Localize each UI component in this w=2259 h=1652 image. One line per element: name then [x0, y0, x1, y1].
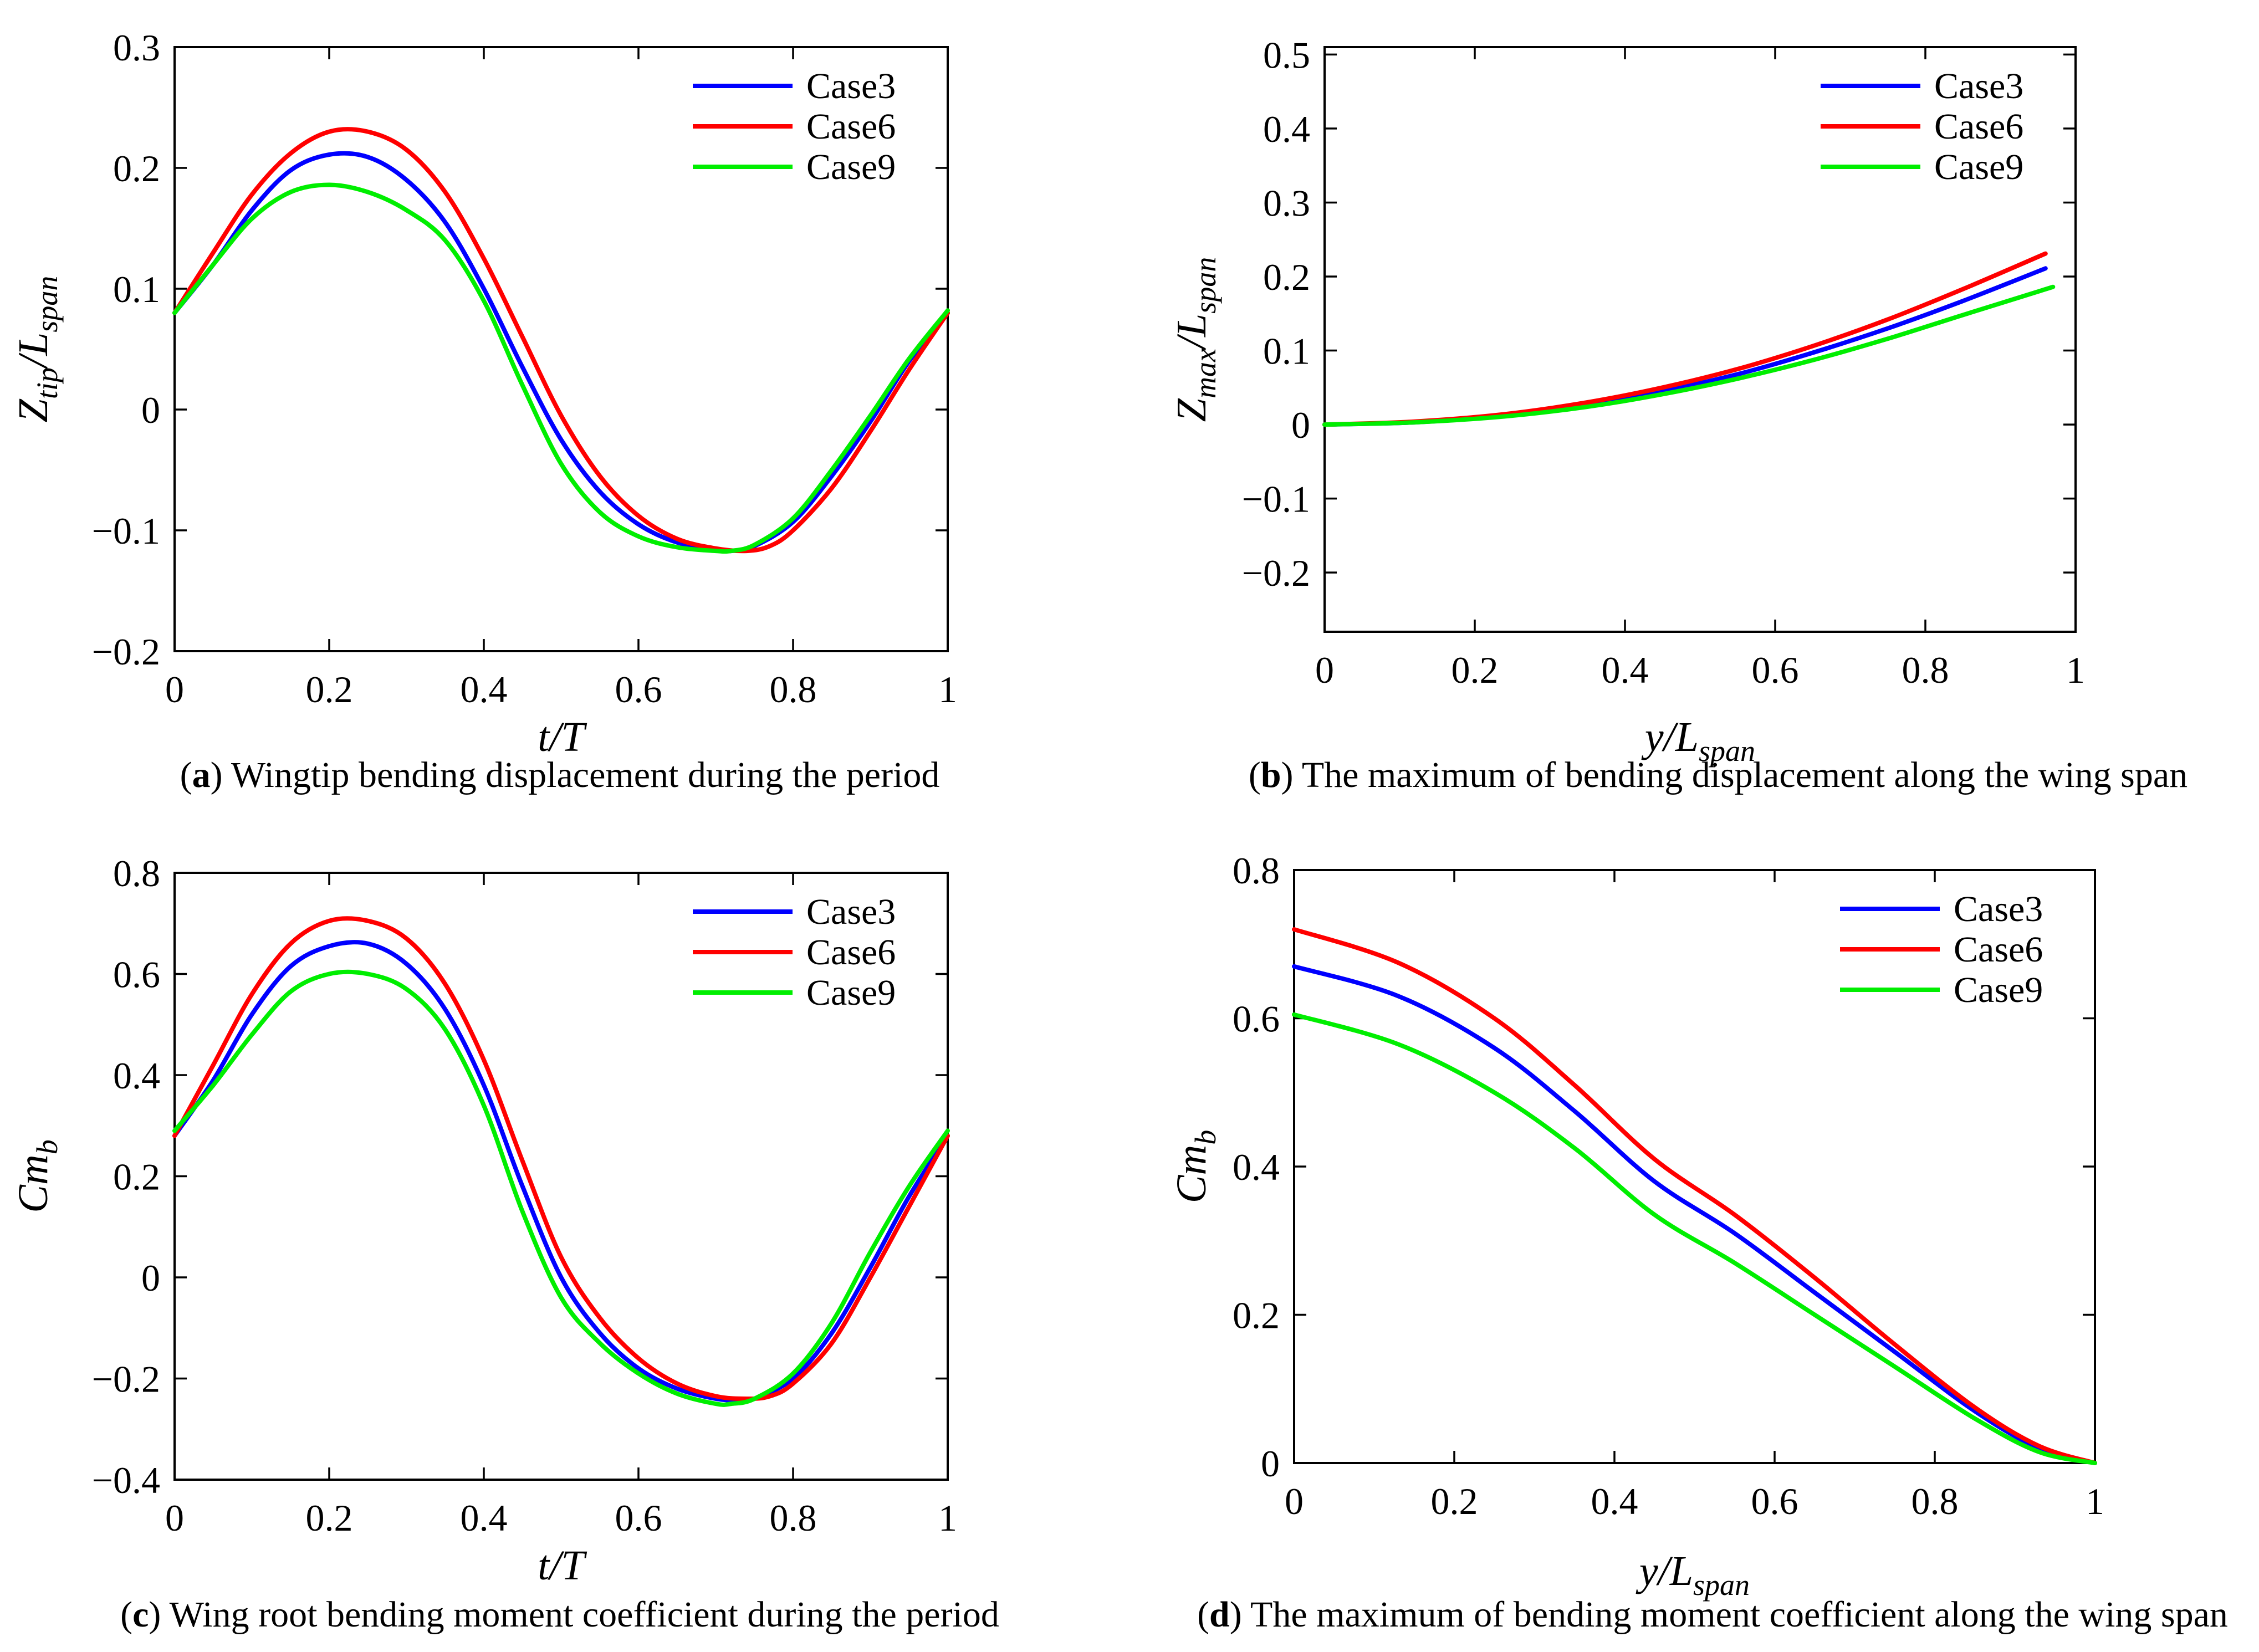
series-line-case6 — [172, 916, 950, 1401]
y-tick-label: −0.4 — [92, 1459, 160, 1501]
legend-label-case3: Case3 — [1934, 66, 2023, 106]
y-tick-label: 0.2 — [113, 1156, 160, 1198]
x-tick-label: 0.6 — [615, 1497, 662, 1539]
y-axis-label: Ztip/Lspan — [10, 276, 64, 423]
x-tick-label: 0.8 — [770, 668, 817, 710]
x-tick-label: 0.6 — [615, 668, 662, 710]
y-tick-label: −0.1 — [1242, 478, 1310, 520]
series-line-case3 — [172, 151, 950, 554]
y-tick-label: 0.2 — [1263, 256, 1310, 298]
figure-caption: (c) Wing root bending moment coefficient… — [120, 1594, 999, 1635]
series-line-case9 — [1322, 284, 2056, 427]
y-tick-label: 0.3 — [1263, 182, 1310, 224]
figure-caption: (d) The maximum of bending moment coeffi… — [1197, 1594, 2228, 1635]
x-tick-label: 1 — [2066, 649, 2085, 691]
x-tick-label: 1 — [2086, 1480, 2104, 1522]
legend-label-case9: Case9 — [1954, 970, 2043, 1010]
x-tick-label: 0.8 — [770, 1497, 817, 1539]
y-tick-label: −0.1 — [92, 510, 160, 552]
x-tick-label: 0.4 — [461, 1497, 508, 1539]
legend-label-case3: Case3 — [806, 66, 896, 106]
x-tick-label: 0.2 — [306, 1497, 353, 1539]
x-tick-label: 0.6 — [1751, 1480, 1798, 1522]
y-tick-label: 0.5 — [1263, 34, 1310, 76]
legend-label-case3: Case3 — [806, 892, 896, 932]
x-tick-label: 0 — [165, 668, 184, 710]
y-tick-label: 0 — [141, 389, 160, 431]
figure-caption: (a) Wingtip bending displacement during … — [180, 755, 940, 795]
x-axis-label: y/Lspan — [1636, 1548, 1750, 1602]
y-axis-label: Zmax/Lspan — [1168, 257, 1222, 422]
series-line-case9 — [172, 182, 950, 554]
y-tick-label: 0.8 — [113, 852, 160, 894]
y-tick-label: 0.4 — [113, 1055, 160, 1097]
x-tick-label: 0.2 — [1431, 1480, 1478, 1522]
x-tick-label: 0.8 — [1912, 1480, 1959, 1522]
series-line-case6 — [172, 127, 950, 554]
legend-label-case3: Case3 — [1954, 889, 2043, 929]
series-line-case3 — [172, 940, 950, 1403]
x-tick-label: 0 — [1285, 1480, 1304, 1522]
chart-panel-d: 0 0.2 0.4 0.6 0.8 1 0 0.2 0.4 0.6 0.8 y/Lspan Cmb Cas… — [1168, 850, 2228, 1635]
x-tick-label: 1 — [938, 668, 957, 710]
y-tick-label: 0.1 — [1263, 330, 1310, 372]
y-axis-label: Cmb — [10, 1139, 64, 1213]
x-axis-label: t/T — [538, 714, 587, 760]
legend-label-case6: Case6 — [1934, 106, 2023, 147]
series-line-case9 — [172, 969, 950, 1407]
chart-panel-a: 0 0.2 0.4 0.6 0.8 1 −0.2 −0.1 0 0.1 0.2 0.3 t/T Ztip/… — [10, 27, 957, 795]
legend-label-case9: Case9 — [806, 147, 896, 187]
x-tick-label: 0.4 — [1591, 1480, 1638, 1522]
chart-panel-c: 0 0.2 0.4 0.6 0.8 1 −0.4 −0.2 0 0.2 0.4 0.6 0.8 t/T Cm… — [10, 852, 999, 1635]
x-tick-label: 0.2 — [306, 668, 353, 710]
legend-label-case9: Case9 — [1934, 147, 2023, 187]
figure-caption: (b) The maximum of bending displacement … — [1249, 755, 2188, 795]
series-line-case3 — [1292, 964, 2097, 1465]
legend-label-case6: Case6 — [806, 932, 896, 973]
x-tick-label: 0 — [165, 1497, 184, 1539]
series-line-case3 — [1322, 266, 2048, 427]
x-tick-label: 0.8 — [1902, 649, 1949, 691]
x-tick-label: 0.2 — [1452, 649, 1499, 691]
legend-label-case9: Case9 — [806, 973, 896, 1013]
x-tick-label: 1 — [938, 1497, 957, 1539]
chart-panel-b: 0 0.2 0.4 0.6 0.8 1 −0.2 −0.1 0 0.1 0.2 0.3 0.4 0.5 y/… — [1168, 34, 2188, 795]
legend-label-case6: Case6 — [1954, 929, 2043, 970]
y-tick-label: 0.1 — [113, 268, 160, 310]
x-tick-label: 0 — [1315, 649, 1334, 691]
x-axis-label: y/Lspan — [1641, 714, 1755, 768]
y-tick-label: 0.2 — [113, 147, 160, 190]
y-tick-label: 0.4 — [1233, 1146, 1280, 1188]
y-tick-label: 0 — [141, 1257, 160, 1299]
legend-label-case6: Case6 — [806, 106, 896, 147]
y-tick-label: 0.4 — [1263, 108, 1310, 150]
x-tick-label: 0.4 — [1602, 649, 1649, 691]
y-tick-label: 0.8 — [1233, 850, 1280, 892]
x-tick-label: 0.4 — [461, 668, 508, 710]
plot-frame — [1323, 46, 2077, 633]
y-tick-label: −0.2 — [92, 1358, 160, 1400]
y-tick-label: 0 — [1261, 1443, 1280, 1485]
x-tick-label: 0.6 — [1752, 649, 1799, 691]
series-line-case6 — [1322, 251, 2048, 427]
y-tick-label: 0.3 — [113, 27, 160, 69]
y-tick-label: 0.2 — [1233, 1295, 1280, 1337]
y-tick-label: −0.2 — [92, 631, 160, 673]
x-axis-label: t/T — [538, 1542, 587, 1589]
y-tick-label: 0.6 — [1233, 998, 1280, 1040]
y-tick-label: 0.6 — [113, 954, 160, 996]
y-axis-label: Cmb — [1168, 1130, 1222, 1204]
series-line-case6 — [1292, 927, 2097, 1465]
plot-frame — [173, 46, 949, 652]
series-line-case9 — [1292, 1012, 2097, 1465]
y-tick-label: −0.2 — [1242, 552, 1310, 594]
y-tick-label: 0 — [1291, 404, 1310, 446]
